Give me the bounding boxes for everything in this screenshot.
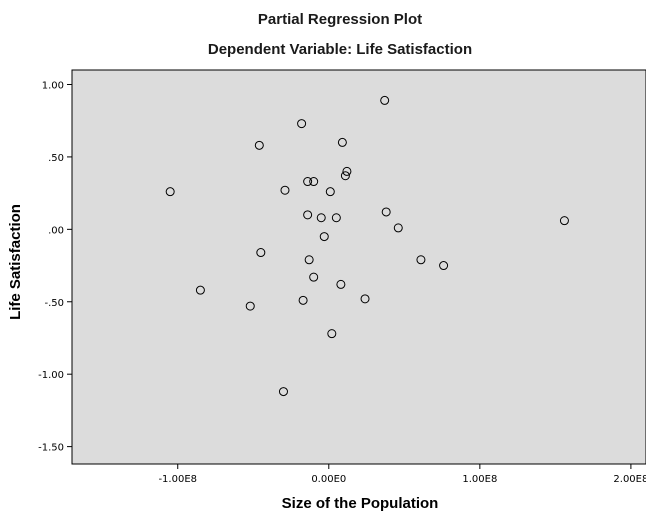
- chart-subtitle: Dependent Variable: Life Satisfaction: [208, 41, 472, 58]
- y-tick-label: .00: [48, 225, 64, 236]
- data-point: [559, 216, 569, 226]
- data-point: [331, 213, 341, 223]
- data-point: [336, 279, 346, 289]
- y-tick-label: -1.50: [38, 443, 64, 454]
- data-point: [304, 255, 314, 265]
- data-point: [316, 213, 326, 223]
- data-point: [416, 255, 426, 265]
- x-tick-label: 2.00E8: [613, 474, 646, 485]
- y-tick-label: 1.00: [42, 80, 64, 91]
- data-points: [165, 95, 569, 397]
- data-point: [303, 210, 313, 220]
- data-point: [325, 187, 335, 197]
- data-point: [245, 301, 255, 311]
- y-tick-label: -.50: [44, 298, 64, 309]
- y-tick-label: .50: [48, 153, 64, 164]
- data-point: [439, 261, 449, 271]
- data-point: [280, 185, 290, 195]
- data-point: [342, 166, 352, 176]
- chart-title: Partial Regression Plot: [258, 11, 422, 28]
- data-point: [254, 140, 264, 150]
- data-point: [303, 177, 313, 187]
- x-tick-label: -1.00E8: [158, 474, 197, 485]
- y-axis-title: Life Satisfaction: [7, 204, 24, 320]
- data-point: [195, 285, 205, 295]
- x-tick-label: 0.00E0: [311, 474, 346, 485]
- data-point: [393, 223, 403, 233]
- y-tick-label: -1.00: [38, 370, 64, 381]
- plot-area: [71, 69, 646, 465]
- data-point: [165, 187, 175, 197]
- data-point: [309, 177, 319, 187]
- x-tick-label: 1.00E8: [462, 474, 497, 485]
- data-point: [380, 95, 390, 105]
- data-point: [340, 171, 350, 181]
- data-point: [337, 137, 347, 147]
- data-point: [309, 272, 319, 282]
- y-axis: 1.00 .50 .00 -.50 -1.00 -1.50: [38, 80, 72, 454]
- data-point: [319, 232, 329, 242]
- data-point: [256, 248, 266, 258]
- x-axis: -1.00E8 0.00E0 1.00E8 2.00E8: [158, 464, 646, 485]
- data-point: [278, 387, 288, 397]
- data-point: [297, 119, 307, 129]
- data-point: [381, 207, 391, 217]
- data-point: [360, 294, 370, 304]
- data-point: [298, 295, 308, 305]
- x-axis-title: Size of the Population: [282, 495, 439, 512]
- data-point: [327, 329, 337, 339]
